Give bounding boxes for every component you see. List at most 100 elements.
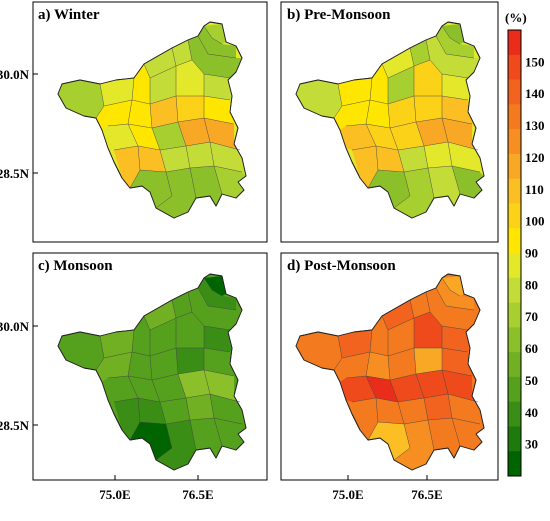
panel-title: c) Monsoon xyxy=(38,258,113,274)
colorbar-swatch xyxy=(508,104,521,130)
district-area xyxy=(204,348,238,380)
district-area xyxy=(178,370,240,402)
district-map xyxy=(295,273,485,471)
district-area xyxy=(102,124,138,150)
district-area xyxy=(368,170,410,208)
panel-monsoon: c) Monsoon xyxy=(32,252,268,481)
district-area xyxy=(186,394,214,420)
district-area xyxy=(370,64,388,104)
district-area xyxy=(150,96,178,128)
district-area xyxy=(176,60,204,96)
district-area xyxy=(428,166,460,206)
colorbar-tick-label: 40 xyxy=(525,405,538,420)
district-area xyxy=(128,376,160,402)
district-area xyxy=(338,330,372,358)
x-tick-label: 75.0E xyxy=(332,487,363,502)
y-tick-label: 30.0N xyxy=(0,319,30,334)
district-area xyxy=(190,418,222,458)
district-area xyxy=(204,96,238,128)
colorbar-tick-label: 30 xyxy=(525,437,538,452)
district-area xyxy=(210,142,246,176)
district-area xyxy=(204,326,232,352)
district-area xyxy=(426,36,480,78)
district-area xyxy=(128,352,152,380)
district-area xyxy=(190,166,222,206)
district-area xyxy=(452,418,484,450)
y-tick-label: 30.0N xyxy=(0,67,30,82)
district-area xyxy=(214,166,246,198)
colorbar-swatch xyxy=(508,228,521,254)
district-area xyxy=(152,374,186,402)
district-area xyxy=(382,48,414,78)
district-area xyxy=(414,348,442,374)
district-area xyxy=(58,80,104,118)
district-area xyxy=(410,292,430,318)
district-area xyxy=(370,316,388,356)
district-map xyxy=(57,21,247,219)
district-area xyxy=(296,80,342,118)
panel-frame xyxy=(32,252,268,481)
district-area xyxy=(340,376,376,402)
district-area xyxy=(382,300,414,330)
district-area xyxy=(188,288,242,330)
colorbar-swatch xyxy=(508,203,521,229)
district-area xyxy=(172,40,192,66)
district-area xyxy=(448,142,484,176)
panel-title: a) Winter xyxy=(38,7,100,23)
colorbar-tick-label: 100 xyxy=(525,214,545,229)
district-area xyxy=(394,420,434,470)
district-area xyxy=(102,376,138,402)
district-area xyxy=(388,348,416,380)
colorbar-swatch xyxy=(508,54,521,81)
district-map xyxy=(57,273,247,471)
y-axis-ticks: 30.0N 28.5N 30.0N 28.5N xyxy=(0,67,38,433)
colorbar-tick-label: 90 xyxy=(525,246,538,261)
district-area xyxy=(172,292,192,318)
district-area xyxy=(390,374,424,402)
colorbar-tick-label: 80 xyxy=(525,277,538,292)
district-area xyxy=(334,100,370,130)
district-area xyxy=(394,168,434,218)
x-tick-label: 75.0E xyxy=(99,487,130,502)
district-area xyxy=(390,122,424,150)
colorbar-tick-label: 60 xyxy=(525,341,538,356)
colorbar-swatch xyxy=(508,153,521,180)
district-area xyxy=(410,40,430,66)
colorbar-tick-label: 50 xyxy=(525,373,538,388)
district-area xyxy=(424,142,452,168)
district-area xyxy=(414,60,442,96)
district-area xyxy=(152,122,186,150)
panel-post-monsoon: d) Post-Monsoon xyxy=(280,252,499,481)
district-area xyxy=(128,100,152,128)
district-area xyxy=(452,166,484,198)
district-area xyxy=(442,276,464,296)
panel-title: b) Pre-Monsoon xyxy=(287,7,391,23)
x-tick-label: 76.5E xyxy=(411,487,442,502)
y-tick-label: 28.5N xyxy=(0,166,30,181)
district-area xyxy=(100,78,134,106)
district-area xyxy=(414,312,442,348)
district-area xyxy=(176,348,204,374)
colorbar-tick-label: 120 xyxy=(525,150,545,165)
district-area xyxy=(128,124,160,150)
district-area xyxy=(204,74,232,100)
panel-title: d) Post-Monsoon xyxy=(287,258,396,274)
x-axis-ticks: 75.0E 76.5E 75.0E 76.5E xyxy=(99,475,443,502)
district-area xyxy=(448,394,484,428)
district-area xyxy=(366,124,398,150)
district-area xyxy=(198,26,236,58)
district-area xyxy=(414,96,442,122)
district-area xyxy=(416,118,478,150)
district-area xyxy=(144,300,176,330)
district-area xyxy=(198,278,236,310)
district-area xyxy=(96,352,132,382)
colorbar-swatch xyxy=(508,426,521,452)
district-area xyxy=(150,66,176,104)
district-area xyxy=(150,348,178,380)
district-area xyxy=(366,100,390,128)
district-map xyxy=(295,21,485,219)
panel-frame xyxy=(280,252,499,481)
district-area xyxy=(424,394,452,420)
colorbar-tick-label: 110 xyxy=(525,182,544,197)
district-area xyxy=(338,78,372,106)
